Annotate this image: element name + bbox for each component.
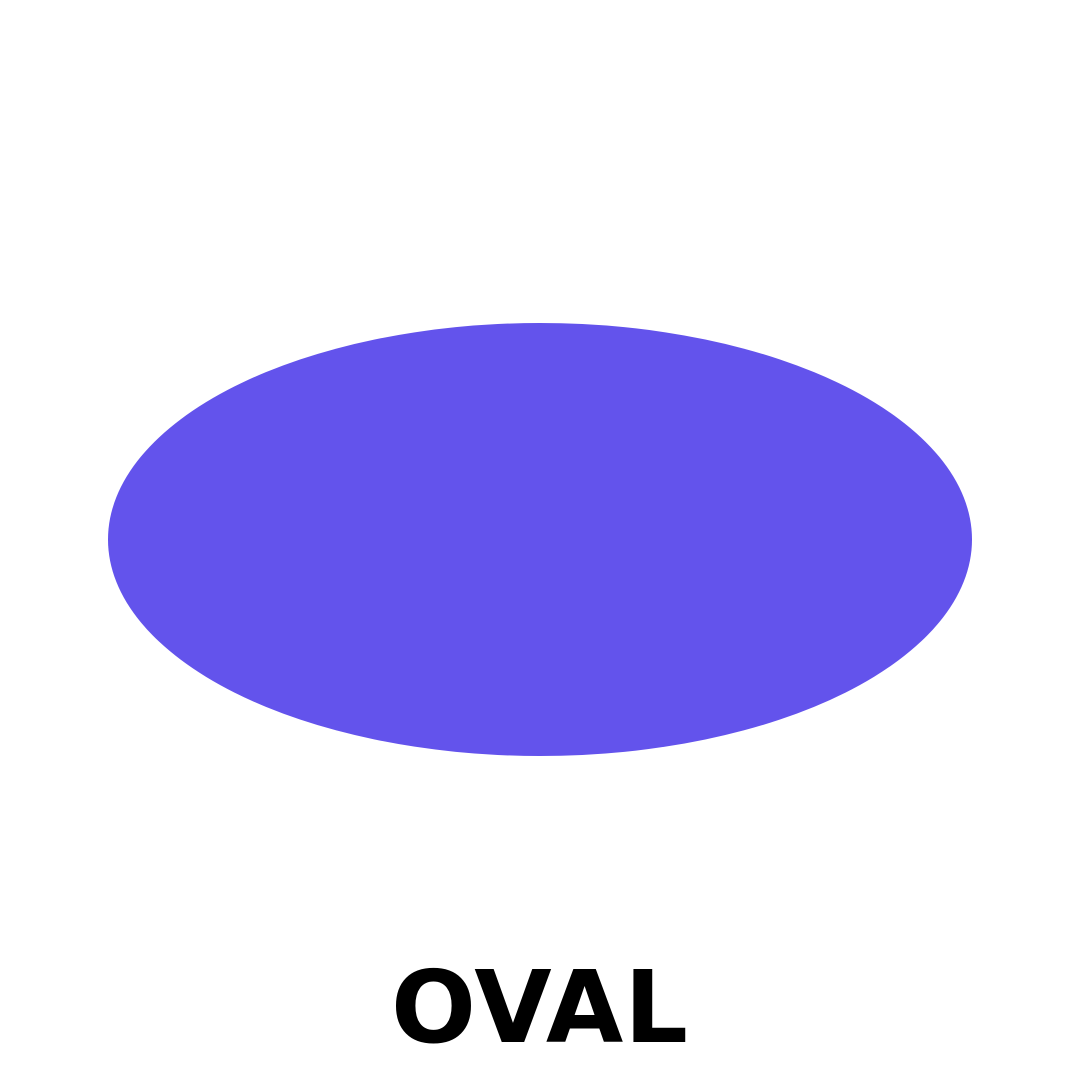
shape-name-caption: OVAL bbox=[390, 949, 690, 1066]
oval-shape bbox=[108, 323, 972, 756]
